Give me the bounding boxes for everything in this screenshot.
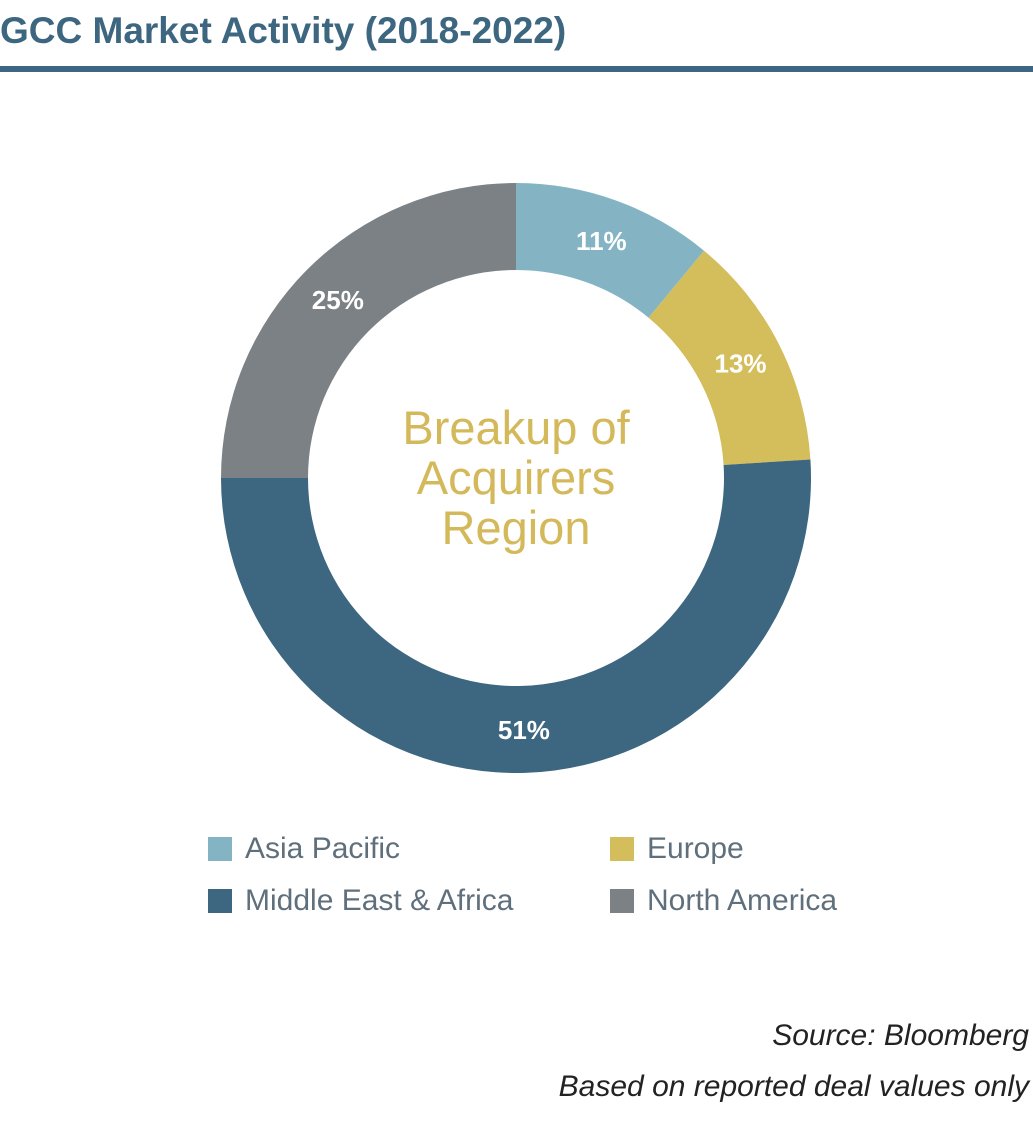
title-underline (0, 66, 1033, 72)
legend-item-middle-east-africa: Middle East & Africa (208, 884, 513, 918)
legend-swatch (610, 837, 634, 861)
legend-swatch (208, 889, 232, 913)
slice-label-europe: 13% (715, 349, 767, 379)
legend-item-asia-pacific: Asia Pacific (208, 832, 400, 866)
legend-item-north-america: North America (610, 884, 837, 918)
slice-label-middle-east-africa: 51% (498, 715, 550, 745)
center-line-3: Region (442, 501, 591, 554)
donut-slice-labels: 11% 13% 51% 25% (312, 226, 767, 745)
slice-north-america (221, 183, 516, 478)
slice-label-north-america: 25% (312, 285, 364, 315)
legend-item-europe: Europe (610, 832, 744, 866)
basis-line: Based on reported deal values only (558, 1070, 1029, 1103)
donut-slices (221, 183, 811, 774)
legend-label: Europe (647, 832, 744, 865)
slice-asia-pacific (516, 183, 705, 318)
center-line-2: Acquirers (417, 451, 616, 504)
chart-title: GCC Market Activity (2018-2022) (0, 10, 567, 51)
legend-swatch (208, 837, 232, 861)
center-line-1: Breakup of (402, 401, 630, 454)
slice-label-asia-pacific: 11% (576, 226, 627, 256)
slice-middle-east-africa (221, 459, 811, 774)
source-line: Source: Bloomberg (772, 1019, 1029, 1052)
legend-label: North America (647, 884, 838, 917)
slice-europe (648, 250, 811, 465)
legend-label: Asia Pacific (245, 832, 401, 865)
legend-swatch (610, 889, 634, 913)
legend-label: Middle East & Africa (245, 884, 514, 917)
source-notes: Source: Bloomberg Based on reported deal… (559, 1010, 1029, 1112)
